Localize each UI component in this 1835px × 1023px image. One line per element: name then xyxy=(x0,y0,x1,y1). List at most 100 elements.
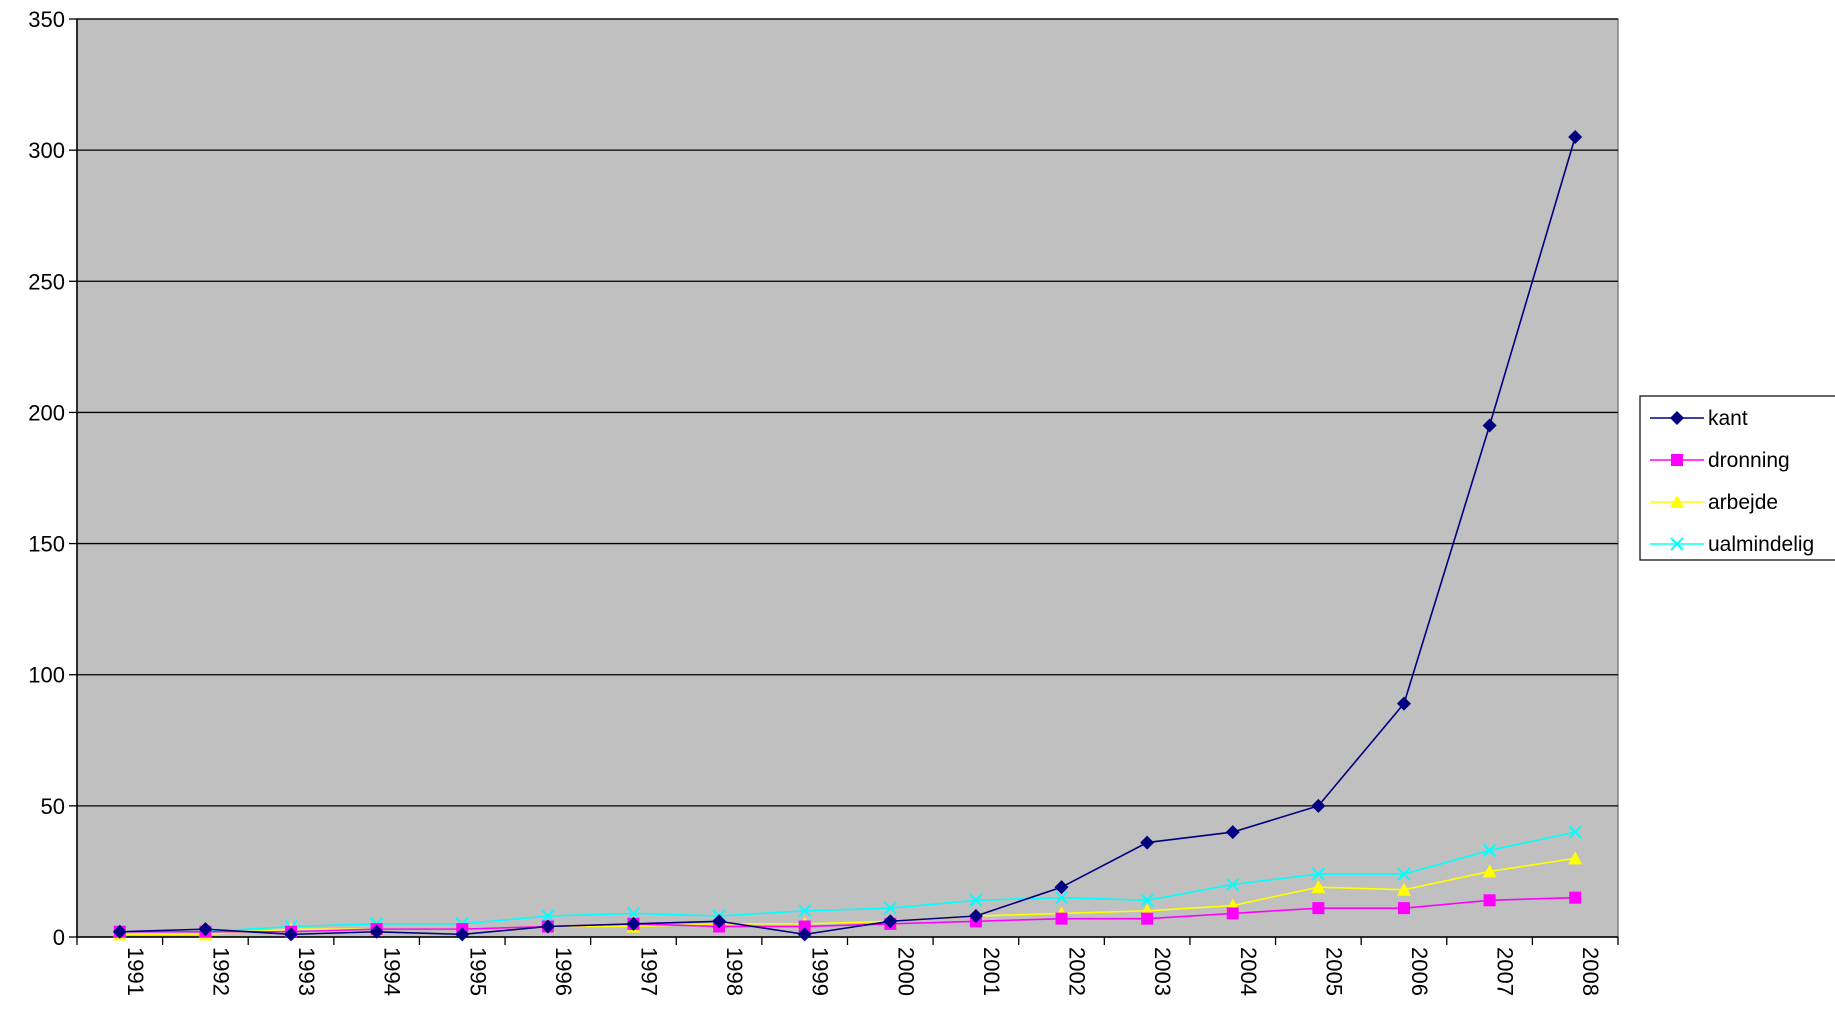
data-point xyxy=(712,914,727,929)
data-point xyxy=(1140,893,1154,907)
data-point xyxy=(1054,880,1069,895)
data-point xyxy=(1140,835,1155,850)
data-point xyxy=(455,927,470,942)
data-point xyxy=(1670,537,1684,551)
data-point xyxy=(1568,825,1582,839)
data-point-stroke xyxy=(1054,890,1069,905)
x-tick-label: 1997 xyxy=(636,947,661,996)
y-tick-label: 0 xyxy=(53,925,65,950)
data-point-stroke xyxy=(1568,825,1582,839)
data-point xyxy=(112,924,127,939)
series-line xyxy=(119,136,1576,936)
x-tick-label: 1994 xyxy=(380,947,405,996)
data-point xyxy=(883,914,898,929)
series-layer xyxy=(112,130,1583,942)
data-point xyxy=(1141,912,1154,925)
data-point xyxy=(1054,890,1069,905)
x-tick-label: 2004 xyxy=(1236,947,1261,996)
data-point xyxy=(1482,864,1497,878)
y-tick-label: 200 xyxy=(28,400,65,425)
legend-item: ualmindelig xyxy=(1650,533,1814,556)
data-point xyxy=(1311,798,1326,813)
data-point-stroke xyxy=(1140,893,1154,907)
data-point xyxy=(1671,454,1683,466)
data-point xyxy=(883,901,898,915)
data-point xyxy=(969,893,983,907)
x-tick-label: 2005 xyxy=(1321,947,1346,996)
y-tick-label: 100 xyxy=(28,663,65,688)
data-point xyxy=(798,920,811,933)
data-point-stroke xyxy=(1482,843,1497,858)
x-tick-label: 2008 xyxy=(1578,947,1603,996)
data-point-stroke xyxy=(1670,537,1684,551)
data-point-stroke xyxy=(1311,867,1326,881)
x-tick-label: 2006 xyxy=(1407,947,1432,996)
legend-item: dronning xyxy=(1650,449,1790,472)
data-point xyxy=(1569,891,1582,904)
data-point xyxy=(1226,877,1240,892)
x-axis-ticks: 1991 1992 1993 1994 1995 1996 1997 1998 1999 2000… xyxy=(76,937,1619,996)
legend-label: ualmindelig xyxy=(1708,533,1814,556)
legend-item: arbejde xyxy=(1650,491,1778,514)
data-point xyxy=(1568,851,1583,865)
x-tick-label: 2002 xyxy=(1065,947,1090,996)
legend-label: arbejde xyxy=(1708,491,1778,514)
data-point xyxy=(1397,902,1410,915)
data-point-stroke xyxy=(1397,867,1411,881)
y-tick-label: 350 xyxy=(28,7,65,32)
data-point xyxy=(1482,843,1497,858)
data-point xyxy=(968,909,983,924)
x-tick-label: 1993 xyxy=(294,947,319,996)
series-kant xyxy=(112,130,1583,942)
data-point-stroke xyxy=(797,904,812,918)
data-point-stroke xyxy=(1226,877,1240,892)
x-tick-label: 2003 xyxy=(1150,947,1175,996)
data-point xyxy=(1226,907,1239,920)
gridlines xyxy=(77,18,1618,807)
y-tick-label: 300 xyxy=(28,138,65,163)
data-point-stroke xyxy=(626,906,641,921)
legend: kant dronning arbejde ualmindelig xyxy=(1639,395,1835,561)
x-tick-label: 1998 xyxy=(722,947,747,996)
data-point xyxy=(1483,894,1496,907)
data-point xyxy=(1396,882,1411,896)
legend-label: dronning xyxy=(1708,449,1790,472)
data-point xyxy=(1396,696,1411,711)
x-tick-label: 1995 xyxy=(465,947,490,996)
x-tick-label: 2000 xyxy=(893,947,918,996)
data-point xyxy=(198,922,213,937)
y-tick-label: 250 xyxy=(28,269,65,294)
data-point xyxy=(1397,867,1411,881)
data-point xyxy=(1568,130,1583,145)
data-point xyxy=(1225,825,1240,840)
data-point xyxy=(369,924,384,939)
data-point xyxy=(626,916,641,931)
x-tick-label: 2007 xyxy=(1493,947,1518,996)
y-tick-label: 150 xyxy=(28,532,65,557)
data-point xyxy=(1670,411,1684,425)
data-point xyxy=(1670,495,1684,508)
data-point xyxy=(541,909,555,923)
x-tick-label: 1991 xyxy=(123,947,148,996)
data-point xyxy=(1311,867,1326,881)
data-point-stroke xyxy=(541,909,555,923)
data-point xyxy=(284,927,299,942)
data-point-stroke xyxy=(969,893,983,907)
data-point xyxy=(1482,418,1497,433)
x-tick-label: 1999 xyxy=(808,947,833,996)
x-tick-label: 1996 xyxy=(551,947,576,996)
y-tick-label: 50 xyxy=(41,794,65,819)
x-tick-label: 2001 xyxy=(979,947,1004,996)
x-tick-label: 1992 xyxy=(208,947,233,996)
data-point xyxy=(1055,912,1068,925)
legend-item: kant xyxy=(1650,407,1748,430)
series-line xyxy=(119,831,1576,933)
data-point xyxy=(1311,880,1326,894)
plot-area xyxy=(76,18,1619,938)
data-point xyxy=(797,927,812,942)
data-point xyxy=(626,906,641,921)
y-axis-ticks: 0 50 100 150 200 250 300 350 xyxy=(28,7,77,950)
data-point xyxy=(797,904,812,918)
data-point xyxy=(1312,902,1325,915)
